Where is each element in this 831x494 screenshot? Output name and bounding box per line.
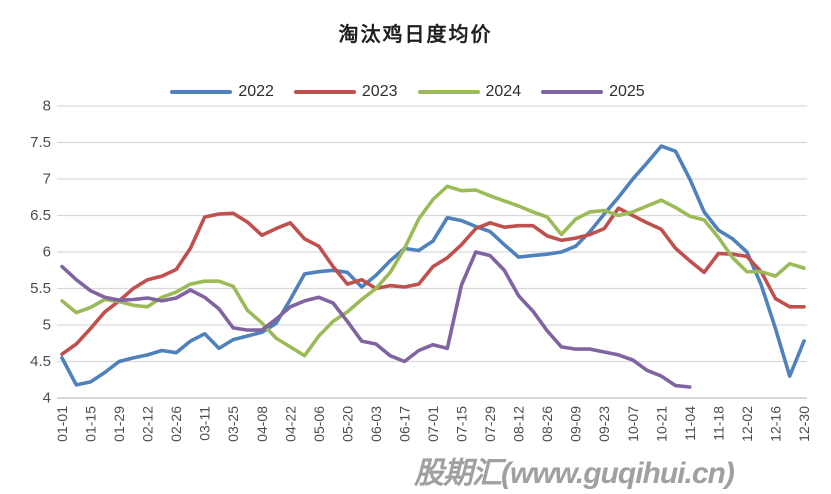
x-axis-label: 06-17: [396, 406, 412, 442]
y-axis-label: 6.5: [30, 207, 51, 224]
legend-swatch-2025: [541, 89, 604, 95]
x-axis-label: 01-01: [54, 406, 70, 442]
legend-label: 2025: [609, 83, 645, 100]
legend-label: 2024: [485, 83, 522, 100]
x-axis-label: 01-29: [111, 406, 127, 442]
y-axis-label: 7.5: [30, 134, 51, 151]
y-axis-label: 6: [43, 244, 51, 261]
chart-title: 淘汰鸡日度均价: [338, 24, 493, 46]
x-axis-label: 02-26: [168, 406, 184, 442]
series-line-2022: [60, 144, 806, 387]
x-axis-label: 12-30: [796, 406, 812, 442]
x-axis-label: 03-11: [197, 406, 213, 441]
legend-label: 2023: [361, 83, 398, 100]
x-axis-label: 05-20: [339, 406, 355, 442]
chart-legend: 2022 2023 2024 2025: [0, 83, 831, 101]
x-axis-label: 08-26: [539, 406, 555, 442]
x-axis-label: 06-03: [368, 406, 384, 442]
x-axis-label: 02-12: [140, 406, 156, 442]
y-axis-label: 8: [43, 98, 51, 115]
legend-item-2025: 2025: [541, 83, 661, 101]
legend-label: 2022: [238, 83, 274, 100]
x-axis-label: 10-21: [653, 406, 669, 442]
x-axis-label: 09-09: [568, 406, 584, 442]
legend-swatch-2022: [170, 89, 233, 95]
legend-item-2022: 2022: [170, 83, 290, 101]
series-line-2023: [60, 206, 806, 357]
watermark-text: 股期汇(www.guqihui.cn): [414, 457, 735, 490]
x-axis-label: 08-12: [511, 406, 527, 442]
x-axis-label: 11-18: [710, 406, 726, 441]
x-axis-label: 04-08: [254, 406, 270, 442]
y-axis-label: 4.5: [30, 353, 51, 370]
x-axis-label: 07-29: [482, 406, 498, 442]
x-axis-label: 01-15: [83, 406, 99, 442]
y-axis-label: 4: [43, 390, 51, 407]
series-line-2025: [60, 250, 692, 389]
x-axis-label: 07-01: [425, 406, 441, 442]
x-axis-label: 04-22: [282, 406, 298, 442]
x-axis-label: 11-04: [682, 406, 698, 441]
x-axis-label: 07-15: [454, 406, 470, 442]
series-line-2024: [60, 184, 806, 358]
y-axis-label: 7: [43, 171, 51, 188]
x-axis-label: 03-25: [225, 406, 241, 442]
legend-item-2024: 2024: [417, 83, 538, 101]
x-axis-label: 10-07: [625, 406, 641, 442]
x-axis-label: 12-02: [739, 406, 755, 442]
x-axis-label: 05-06: [311, 406, 327, 442]
y-axis-label: 5: [43, 317, 51, 334]
legend-swatch-2023: [293, 89, 356, 95]
y-axis-label: 5.5: [30, 280, 51, 297]
legend-swatch-2024: [417, 89, 480, 95]
x-axis-label: 12-16: [767, 406, 783, 442]
legend-item-2023: 2023: [293, 83, 414, 101]
x-axis-label: 09-23: [596, 406, 612, 442]
